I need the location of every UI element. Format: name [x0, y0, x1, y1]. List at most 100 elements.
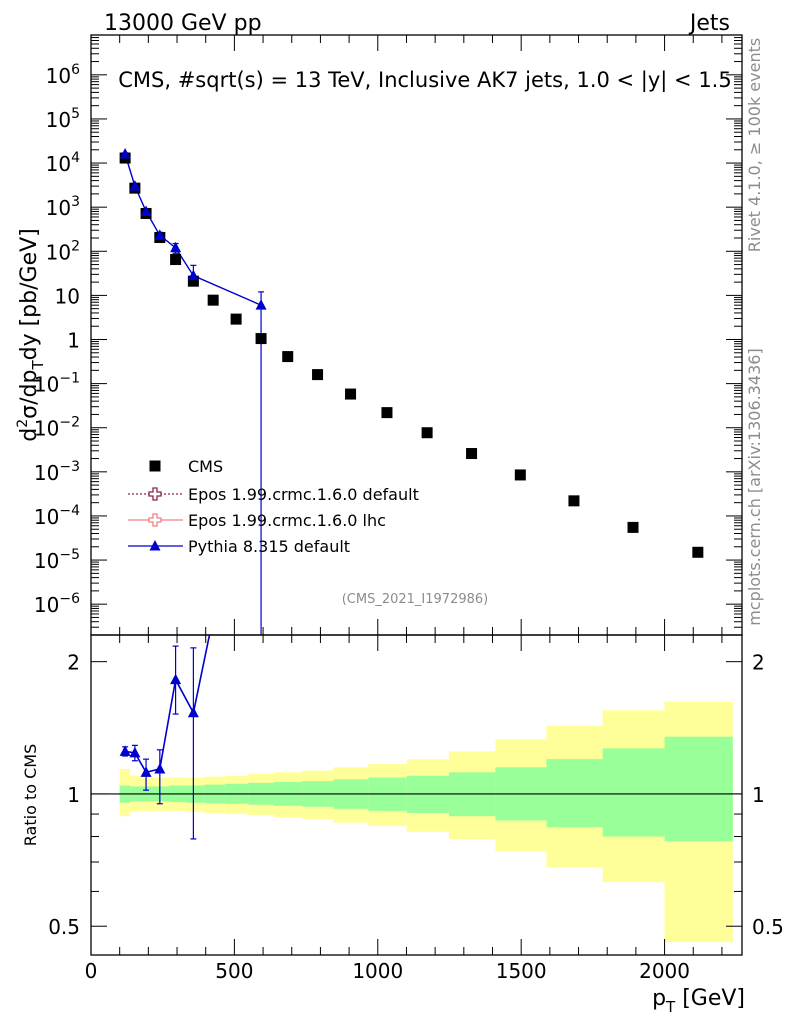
ratio-uncertainty-bands [119, 701, 733, 943]
main-y-tick-labels: 10610510410310210110−110−210−310−410−510… [34, 62, 80, 617]
legend: CMS Epos 1.99.crmc.1.6.0 default Epos 1.99… [128, 457, 419, 556]
cms-data-point [514, 469, 526, 481]
main-y-tick-label: 103 [46, 194, 80, 220]
cms-data-point [381, 407, 393, 419]
ratio-x-tick-label: 500 [215, 959, 253, 983]
tick-exponent: 4 [71, 150, 80, 166]
x-axis-label: pT [GeV] [652, 986, 745, 1016]
main-y-tick-label: 104 [46, 150, 80, 176]
tick-base: 10 [34, 549, 59, 573]
ratio-x-tick-label: 1500 [496, 959, 547, 983]
tick-exponent: −3 [59, 459, 80, 475]
cms-data-point [466, 448, 478, 460]
pythia-main-point [119, 148, 131, 159]
tick-base: 10 [46, 240, 71, 264]
legend-label: Epos 1.99.crmc.1.6.0 default [188, 485, 419, 504]
ratio-y-tick-label-left: 1 [67, 783, 80, 807]
ylabel-sub: T [29, 360, 47, 371]
ratio-y-tick-label-right: 0.5 [752, 915, 784, 939]
ratio-y-tick-labels: 2 2 1 1 0.5 0.5 [48, 651, 784, 940]
main-y-tick-label: 106 [46, 62, 80, 88]
xlabel-sub: T [665, 998, 676, 1016]
cms-data-point [345, 388, 357, 400]
pythia-ratio-point [170, 673, 182, 685]
tick-base: 10 [34, 373, 59, 397]
ratio-y-tick-label-right: 2 [752, 651, 765, 675]
ratio-y-axis-label: Ratio to CMS [21, 744, 40, 846]
pythia-ratio-point [187, 706, 199, 718]
tick-exponent: −4 [59, 503, 80, 519]
tick-base: 10 [46, 108, 71, 132]
tick-base: 10 [55, 284, 80, 308]
header-right-label: Jets [688, 11, 730, 36]
legend-marker-square [149, 460, 161, 472]
ratio-x-tick-label: 1000 [352, 959, 403, 983]
tick-base: 10 [34, 505, 59, 529]
main-axis-ticks [90, 34, 742, 636]
tick-base: 10 [46, 196, 71, 220]
tick-base: 10 [46, 152, 71, 176]
ratio-band-inner [546, 759, 603, 828]
pythia-main-point [129, 180, 141, 191]
main-y-tick-label: 102 [46, 238, 80, 264]
pythia-ratio-point [140, 766, 152, 777]
ylabel-mid: σ/dp [17, 370, 42, 419]
ylabel-rest: dy [pb/GeV] [17, 228, 42, 360]
legend-label: Pythia 8.315 default [188, 537, 350, 556]
cms-data-point [187, 275, 199, 287]
tick-base: 10 [34, 461, 59, 485]
cms-data-point [692, 546, 704, 558]
ratio-y-tick-label-left: 0.5 [48, 915, 80, 939]
main-plot-title: CMS, #sqrt(s) = 13 TeV, Inclusive AK7 je… [118, 68, 731, 93]
pythia-ratio-point [119, 745, 131, 756]
ratio-plot-frame [90, 634, 743, 956]
tick-exponent: 2 [71, 238, 80, 254]
ratio-x-tick-labels: 0 500 1000 1500 2000 [85, 959, 690, 983]
pythia-ratio-point [129, 746, 141, 758]
tick-base: 10 [34, 593, 59, 617]
ratio-x-tick-label: 0 [85, 959, 98, 983]
tick-exponent: 5 [71, 106, 80, 122]
pythia-main-point [187, 269, 199, 281]
cms-data-point [312, 369, 324, 381]
main-y-tick-label: 10−4 [34, 503, 80, 529]
xlabel-p: p [652, 986, 666, 1011]
legend-label: Epos 1.99.crmc.1.6.0 lhc [188, 511, 386, 530]
cms-data-point [230, 313, 242, 325]
tick-exponent: 3 [71, 194, 80, 210]
ratio-panel: 2 2 1 1 0.5 0.5 0 500 1000 1500 2000 Ratio to CMS… [21, 634, 784, 1016]
pythia-main-point [255, 299, 267, 310]
header-left-label: 13000 GeV pp [104, 11, 262, 36]
main-y-tick-label: 10−2 [34, 415, 80, 441]
pythia-ratio-line [124, 635, 211, 774]
ratio-axis-ticks [90, 635, 742, 955]
pythia-main-point [154, 229, 166, 240]
tick-exponent: −2 [59, 415, 80, 431]
main-y-tick-label: 10 [55, 284, 80, 308]
cms-data-point [170, 254, 182, 266]
cms-data-point [568, 495, 580, 507]
main-y-tick-label: 10−6 [34, 591, 80, 617]
pythia-ratio-point [154, 762, 166, 774]
cms-data-point [207, 294, 219, 306]
main-plot-area [91, 35, 742, 635]
ylabel-d: d [17, 428, 42, 442]
cms-data-point [282, 351, 294, 363]
pythia-main-point [170, 241, 182, 253]
tick-exponent: −6 [59, 591, 80, 607]
tick-base: 10 [46, 64, 71, 88]
legend-marker-triangle [149, 540, 161, 551]
legend-label: CMS [188, 457, 223, 476]
ratio-y-tick-label-left: 2 [67, 651, 80, 675]
rivet-version-label: Rivet 4.1.0, ≥ 100k events [745, 38, 764, 252]
main-y-tick-label: 1 [67, 329, 80, 353]
legend-marker-cross [148, 513, 162, 527]
main-y-tick-label: 10−1 [34, 371, 80, 397]
tick-base: 10 [34, 417, 59, 441]
main-y-tick-label: 10−5 [34, 547, 80, 573]
main-y-axis-label: d2σ/dpTdy [pb/GeV] [15, 228, 47, 441]
ratio-series-layer [119, 635, 211, 840]
tick-exponent: 6 [71, 62, 80, 78]
main-y-tick-label: 10−3 [34, 459, 80, 485]
